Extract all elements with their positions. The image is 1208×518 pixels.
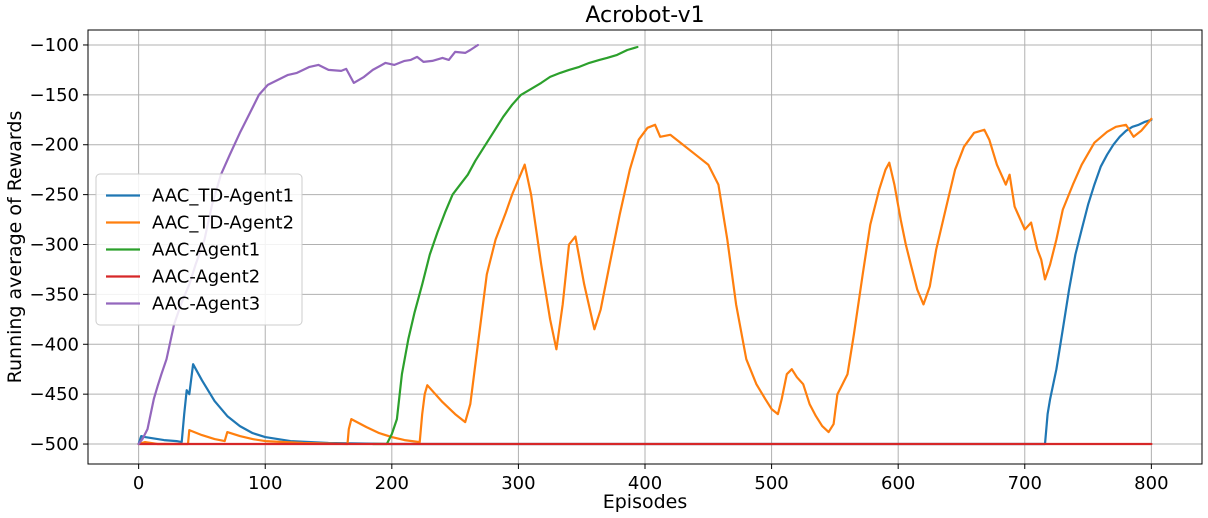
series-lines [137,43,1153,446]
x-tick-label: 300 [501,473,535,494]
y-tick-label: −250 [30,185,79,206]
x-tick-label: 400 [628,473,662,494]
legend-frame [95,173,303,326]
y-tick-label: −200 [30,135,79,156]
series-line-aac-td-agent2 [137,117,1153,446]
y-tick-label: −400 [30,334,79,355]
legend-label: AAC_TD-Agent1 [152,186,294,207]
x-tick-label: 100 [248,473,282,494]
y-tick-label: −150 [30,85,79,106]
y-tick-label: −350 [30,284,79,305]
x-tick-label: 500 [754,473,788,494]
series-line-aac-agent1 [371,45,639,446]
axis-ticks: 0 100 200 300 400 500 600 700 800 −500 −450 −400 −35… [30,35,1169,494]
legend-label: AAC-Agent2 [152,267,260,288]
chart-title: Acrobot-v1 [585,3,704,28]
x-tick-label: 200 [375,473,409,494]
x-tick-label: 700 [1008,473,1042,494]
x-tick-label: 600 [881,473,915,494]
y-axis-title: Running average of Rewards [4,111,26,384]
y-tick-label: −450 [30,384,79,405]
x-tick-label: 800 [1134,473,1168,494]
legend-label: AAC_TD-Agent2 [152,213,294,234]
y-tick-label: −300 [30,235,79,256]
grid-lines [88,30,1202,464]
x-tick-label: 0 [133,473,144,494]
x-axis-title: Episodes [603,491,688,513]
legend-label: AAC-Agent1 [152,240,260,261]
legend-label: AAC-Agent3 [152,294,260,315]
y-tick-label: −100 [30,35,79,56]
y-tick-label: −500 [30,434,79,455]
legend: AAC_TD-Agent1 AAC_TD-Agent2 AAC-Agent1 AAC-… [95,173,303,326]
